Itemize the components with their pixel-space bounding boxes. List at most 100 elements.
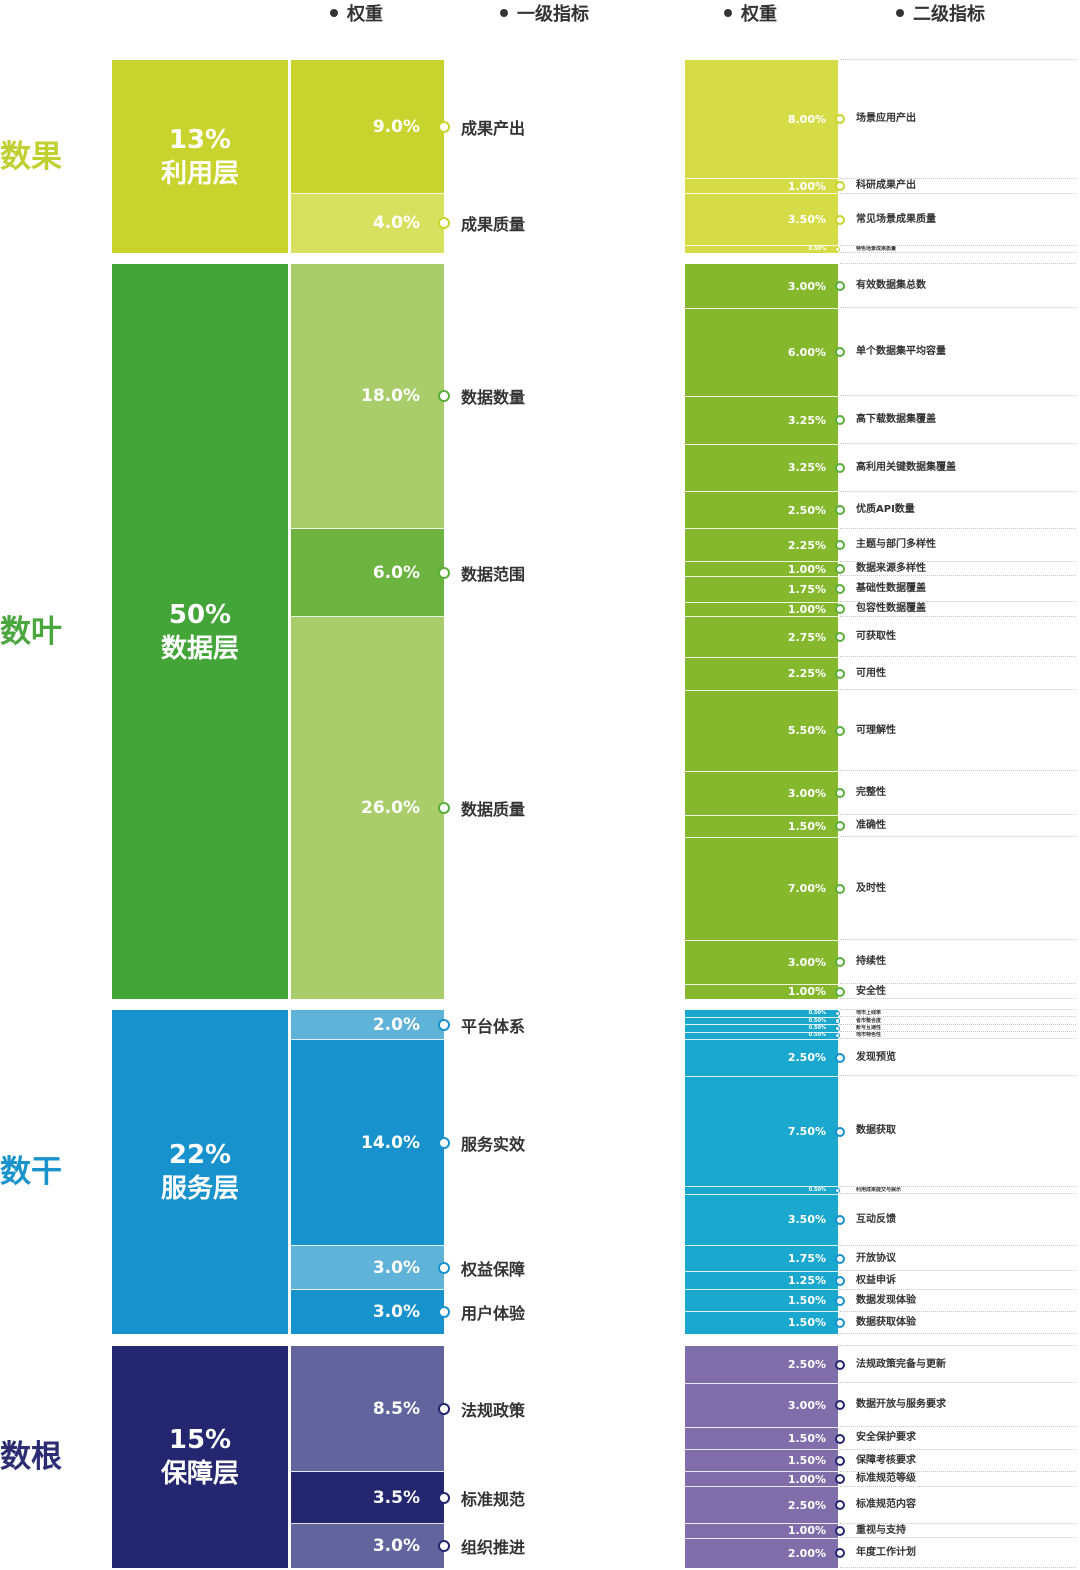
level2-indicator-name: 数据获取体验 bbox=[856, 1316, 916, 1328]
level2-node-icon bbox=[835, 1433, 845, 1444]
level2-node-icon bbox=[835, 114, 845, 125]
level2-indicator-name: 数据获取 bbox=[856, 1125, 896, 1137]
bullet-icon bbox=[896, 9, 904, 17]
level2-separator bbox=[685, 1016, 838, 1018]
side-label-text: 数根 bbox=[0, 1439, 62, 1475]
level2-node-icon bbox=[835, 1500, 845, 1511]
level1-weight-cell: 18.0% bbox=[291, 264, 444, 529]
level1-weight-cell: 2.0% bbox=[291, 1010, 444, 1040]
level2-weight-cell: 2.00% bbox=[685, 1538, 838, 1568]
level2-node-icon bbox=[835, 883, 845, 894]
level2-weight-text: 3.00% bbox=[787, 1398, 826, 1412]
level2-weight-text: 5.50% bbox=[787, 724, 826, 738]
level2-indicator-name: 可理解性 bbox=[856, 724, 896, 736]
level2-weight-text: 7.00% bbox=[787, 882, 826, 896]
level2-separator bbox=[685, 1270, 838, 1272]
level2-node-icon bbox=[835, 1126, 845, 1137]
level2-indicator-name: 数据来源多样性 bbox=[856, 563, 926, 575]
level2-indicator-name: 科研成果产出 bbox=[856, 180, 916, 192]
dotted-rule bbox=[840, 1345, 1076, 1346]
level1-node-icon bbox=[438, 1261, 450, 1274]
level2-indicator-name: 高下载数据集覆盖 bbox=[856, 414, 936, 426]
level2-indicator: 可用性 bbox=[840, 657, 1076, 690]
level1-weight-text: 6.0% bbox=[372, 562, 420, 583]
level1-indicator: 组织推进 bbox=[445, 1524, 680, 1568]
level2-indicator-name: 主题与部门多样性 bbox=[856, 539, 936, 551]
level2-indicator: 数据获取 bbox=[840, 1076, 1076, 1186]
level2-weight-text: 3.25% bbox=[787, 413, 826, 427]
level2-indicator-name: 可获取性 bbox=[856, 631, 896, 642]
bullet-icon bbox=[500, 9, 508, 17]
layer-percent: 15% bbox=[168, 1425, 232, 1455]
level1-separator bbox=[291, 193, 444, 195]
level2-indicator: 持续性 bbox=[840, 940, 1076, 984]
level2-separator bbox=[685, 1382, 838, 1384]
side-label: 数叶 bbox=[0, 614, 100, 650]
dotted-rule bbox=[840, 560, 1076, 562]
level2-weight-cell: 1.75% bbox=[685, 576, 838, 603]
level2-separator bbox=[685, 1193, 838, 1195]
level2-weight-cell: 0.50% bbox=[685, 1010, 838, 1018]
level2-separator bbox=[685, 561, 838, 563]
level2-separator bbox=[685, 528, 838, 530]
dotted-rule bbox=[840, 656, 1076, 658]
level2-node-icon bbox=[835, 1455, 845, 1466]
layer-name: 数据层 bbox=[160, 633, 239, 664]
dotted-rule bbox=[840, 939, 1076, 941]
side-label: 数果 bbox=[0, 139, 100, 175]
level2-weight-cell: 2.25% bbox=[685, 528, 838, 562]
dotted-rule bbox=[840, 1270, 1076, 1272]
level1-node-icon bbox=[438, 801, 450, 814]
level2-node-icon bbox=[835, 347, 845, 358]
level2-weight-cell: 3.50% bbox=[685, 1194, 838, 1246]
level2-weight-text: 1.00% bbox=[787, 1472, 826, 1486]
level2-node-icon bbox=[835, 604, 845, 615]
level1-node-icon bbox=[438, 217, 450, 230]
level1-weight-cell: 3.0% bbox=[291, 1289, 444, 1334]
level2-weight-cell: 0.50% bbox=[685, 1186, 838, 1195]
level2-node-icon bbox=[835, 1033, 841, 1039]
level1-node-icon bbox=[438, 1539, 450, 1552]
level2-weight-cell: 1.50% bbox=[685, 1427, 838, 1450]
dotted-rule bbox=[840, 1470, 1076, 1472]
level2-separator bbox=[685, 307, 838, 309]
level2-indicator-name: 有效数据集总数 bbox=[856, 280, 926, 292]
side-label: 数根 bbox=[0, 1439, 100, 1475]
dotted-rule bbox=[840, 1038, 1076, 1040]
level2-separator bbox=[685, 1471, 838, 1473]
level2-weight-cell: 1.50% bbox=[685, 1311, 838, 1334]
level2-weight-cell: 2.50% bbox=[685, 1486, 838, 1524]
level2-indicator-name: 地市上线率 bbox=[856, 1010, 882, 1017]
dotted-rule bbox=[840, 689, 1076, 691]
dotted-rule bbox=[840, 1382, 1076, 1383]
level2-weight-text: 2.50% bbox=[787, 503, 826, 517]
level2-weight-cell: 5.50% bbox=[685, 690, 838, 772]
level2-weight-text: 3.00% bbox=[787, 955, 826, 969]
layer-block: 15% 保障层 bbox=[112, 1346, 288, 1568]
level1-weight-cell: 3.5% bbox=[291, 1471, 444, 1524]
level2-weight-text: 2.00% bbox=[787, 1546, 826, 1560]
level2-weight-cell: 1.00% bbox=[685, 178, 838, 194]
level1-weight-text: 26.0% bbox=[361, 797, 420, 818]
level2-node-icon bbox=[835, 986, 845, 997]
level2-weight-cell: 1.50% bbox=[685, 1289, 838, 1312]
level1-weight-cell: 14.0% bbox=[291, 1039, 444, 1246]
level2-weight-cell: 7.50% bbox=[685, 1076, 838, 1187]
level2-weight-cell: 0.50% bbox=[685, 1024, 838, 1033]
level1-indicator-name: 组织推进 bbox=[461, 1537, 526, 1557]
level2-node-icon bbox=[835, 1474, 845, 1485]
header-level2-indicator: 二级指标 bbox=[896, 0, 985, 25]
level1-weight-text: 18.0% bbox=[361, 386, 420, 407]
layer-name: 保障层 bbox=[160, 1459, 239, 1489]
level2-weight-text: 1.00% bbox=[787, 602, 826, 616]
layer-percent: 13% bbox=[168, 124, 232, 155]
level2-node-icon bbox=[835, 505, 845, 516]
level2-weight-cell: 7.00% bbox=[685, 837, 838, 941]
header-weight-level1: 权重 bbox=[330, 0, 383, 25]
bullet-icon bbox=[330, 9, 338, 17]
level2-indicator: 安全保护要求 bbox=[840, 1427, 1076, 1449]
level2-separator bbox=[685, 575, 838, 577]
level2-weight-text: 3.50% bbox=[787, 1213, 826, 1227]
level2-weight-text: 0.50% bbox=[808, 1186, 826, 1193]
